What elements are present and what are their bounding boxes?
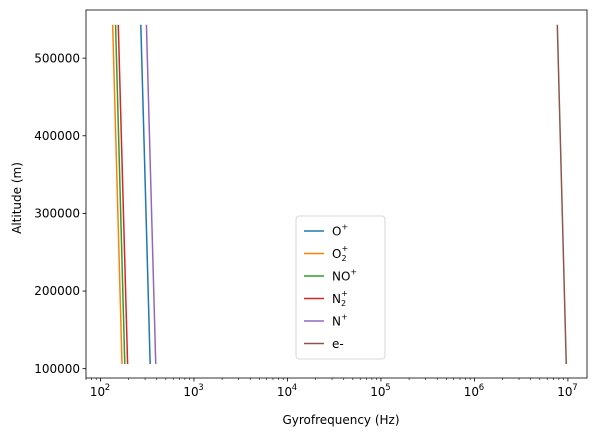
x-tick-exponent: 3: [198, 383, 203, 393]
series-line-4: [145, 24, 157, 365]
legend: O+ O2+ NO+ N2+ N+ e-: [295, 215, 386, 360]
x-tick-label: 10: [183, 385, 198, 399]
series-line-1: [111, 24, 123, 365]
legend-entry-label: O2+: [332, 244, 348, 263]
legend-entry-label: NO+: [332, 268, 357, 284]
y-tick-label: 300000: [34, 207, 80, 221]
series-line-5: [556, 24, 568, 365]
legend-entry-label: e-: [332, 337, 344, 351]
x-tick-exponent: 6: [479, 383, 484, 393]
x-tick-exponent: 2: [105, 383, 110, 393]
series-line-2: [114, 24, 126, 365]
series-line-0: [140, 24, 151, 365]
x-axis-label: Gyrofrequency (Hz): [282, 413, 399, 427]
plot-frame: [85, 9, 588, 379]
y-tick-label: 400000: [34, 129, 80, 143]
y-axis: 100000 200000 300000 400000 500000: [34, 51, 86, 376]
y-tick-label: 200000: [34, 284, 80, 298]
x-tick-exponent: 4: [292, 383, 297, 393]
x-tick-label: 10: [90, 385, 105, 399]
x-tick-exponent: 7: [572, 383, 577, 393]
legend-entry-label: N+: [332, 313, 348, 329]
plot-area: [85, 9, 588, 379]
x-axis: 10 2 10 3 10 4 10 5 10 6 10 7: [85, 378, 578, 399]
x-tick-exponent: 5: [385, 383, 390, 393]
x-tick-label: 10: [464, 385, 479, 399]
legend-box: [295, 215, 386, 360]
legend-entry-label: N2+: [332, 289, 348, 308]
series-line-3: [117, 24, 129, 365]
x-tick-label: 10: [557, 385, 572, 399]
legend-entry-label: O+: [332, 223, 348, 239]
x-tick-label: 10: [277, 385, 292, 399]
x-tick-label: 10: [370, 385, 385, 399]
series-layer: [111, 24, 568, 365]
y-axis-label: Altitude (m): [10, 162, 24, 234]
y-tick-label: 500000: [34, 51, 80, 65]
y-tick-label: 100000: [34, 362, 80, 376]
